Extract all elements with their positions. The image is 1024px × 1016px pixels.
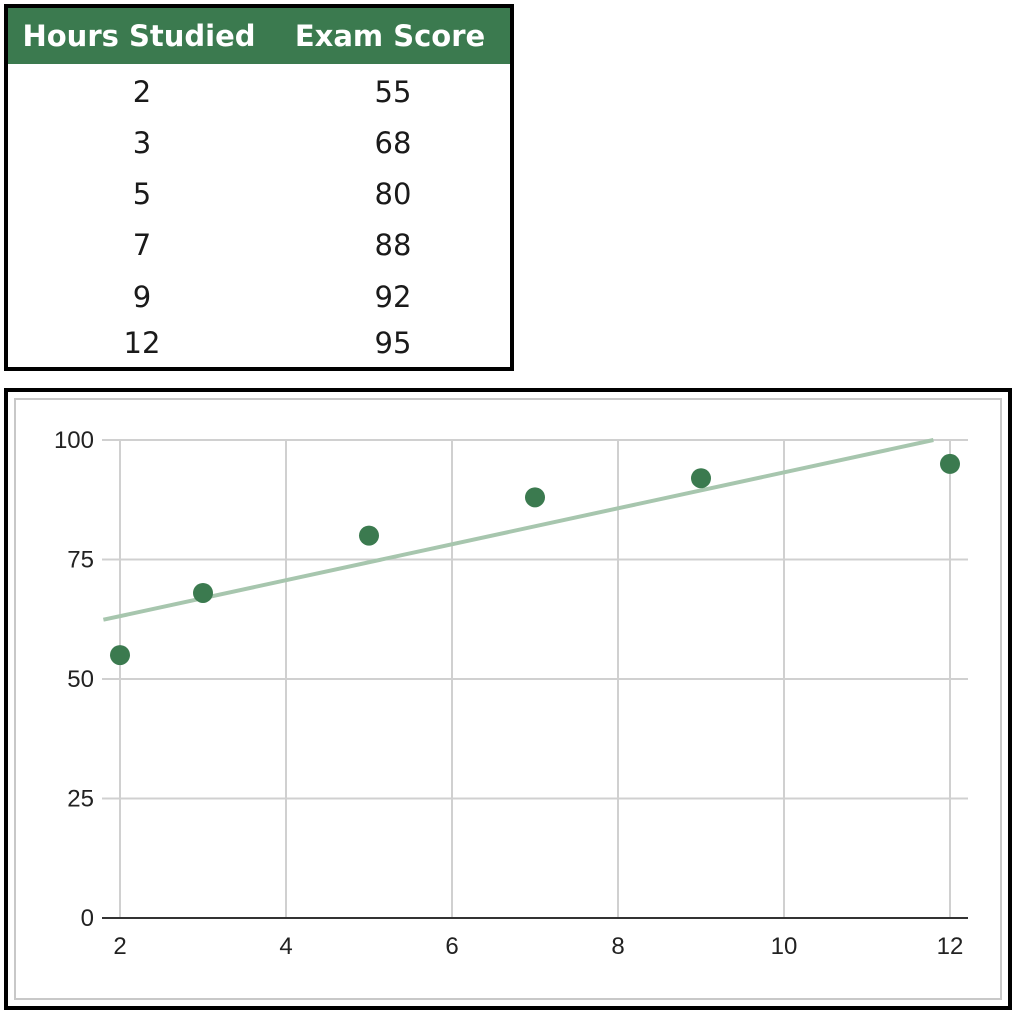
data-points <box>110 453 960 666</box>
x-tick-label: 2 <box>113 933 126 960</box>
table-row: 9 92 <box>8 280 510 314</box>
tick-labels: 0 25 50 75 100 2 4 6 8 10 12 <box>54 427 963 960</box>
cell-hours: 12 <box>123 326 161 360</box>
table-row: 7 88 <box>8 228 510 262</box>
table-header: Hours Studied Exam Score <box>8 8 510 64</box>
data-point <box>193 582 213 603</box>
table-row: 2 55 <box>8 75 510 109</box>
table-row: 3 68 <box>8 126 510 160</box>
data-point <box>940 453 960 474</box>
cell-score: 68 <box>374 126 412 160</box>
cell-score: 95 <box>374 326 412 360</box>
cell-score: 55 <box>374 75 412 109</box>
scatter-chart: 0 25 50 75 100 2 4 6 8 10 12 <box>54 427 968 960</box>
data-point <box>525 487 545 508</box>
trendline-layer <box>102 438 934 622</box>
header-exam-score: Exam Score <box>294 19 486 53</box>
data-table: Hours Studied Exam Score 2 55 3 68 5 80 … <box>4 4 514 371</box>
cell-hours: 9 <box>132 280 152 314</box>
table-body: 2 55 3 68 5 80 7 88 9 92 12 95 <box>8 64 510 367</box>
chart-frame: 0 25 50 75 100 2 4 6 8 10 12 <box>4 388 1012 1010</box>
cell-hours: 3 <box>132 126 152 160</box>
table-row: 12 95 <box>8 326 510 360</box>
y-tick-label: 50 <box>67 666 94 693</box>
cell-hours: 5 <box>132 177 152 211</box>
data-point <box>359 525 379 546</box>
y-tick-label: 75 <box>67 547 94 574</box>
y-tick-label: 25 <box>67 786 94 813</box>
x-tick-label: 4 <box>279 933 292 960</box>
y-tick-label: 100 <box>54 427 94 454</box>
grid <box>102 439 968 918</box>
header-hours-studied: Hours Studied <box>22 19 256 53</box>
x-tick-label: 6 <box>445 933 458 960</box>
cell-hours: 2 <box>132 75 152 109</box>
table-row: 5 80 <box>8 177 510 211</box>
cell-hours: 7 <box>132 228 152 262</box>
cell-score: 80 <box>374 177 412 211</box>
x-tick-label: 12 <box>937 933 964 960</box>
chart-area: 0 25 50 75 100 2 4 6 8 10 12 <box>14 398 1002 1000</box>
trendline <box>102 438 934 622</box>
data-point <box>691 468 711 489</box>
x-tick-label: 8 <box>611 933 624 960</box>
cell-score: 92 <box>374 280 412 314</box>
data-point <box>110 645 130 666</box>
x-tick-label: 10 <box>771 933 798 960</box>
cell-score: 88 <box>374 228 412 262</box>
y-tick-label: 0 <box>81 905 94 932</box>
